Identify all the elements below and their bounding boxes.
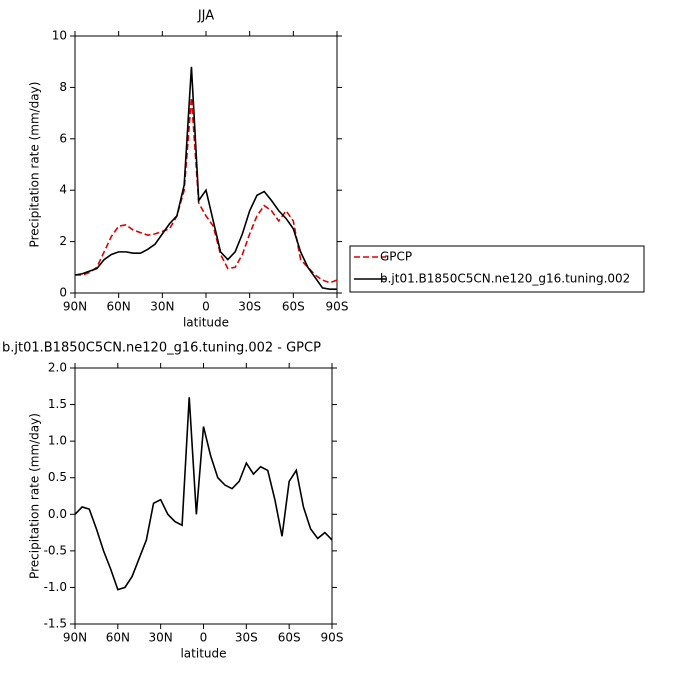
x-tick-label: 30S: [235, 631, 258, 645]
legend-label: b.jt01.B1850C5CN.ne120_g16.tuning.002: [380, 272, 630, 286]
y-tick-label: 4: [59, 183, 67, 197]
x-tick-label: 90S: [326, 300, 349, 314]
x-axis-label: latitude: [183, 316, 229, 330]
x-tick-label: 60N: [107, 300, 131, 314]
y-tick-label: -1.5: [44, 617, 67, 631]
data-line: [74, 397, 333, 591]
x-tick-label: 30N: [149, 631, 173, 645]
y-tick-label: 0.0: [48, 507, 67, 521]
y-axis-label: Precipitation rate (mm/day): [28, 82, 42, 248]
x-tick-label: 90S: [321, 631, 344, 645]
plot-frame: [74, 35, 338, 294]
x-tick-label: 90N: [63, 631, 87, 645]
y-tick-label: 10: [52, 29, 67, 43]
plot-frame: [74, 367, 333, 625]
y-tick-label: 1.5: [48, 397, 67, 411]
x-tick-label: 0: [200, 631, 208, 645]
data-line: [75, 97, 338, 284]
y-axis-label: Precipitation rate (mm/day): [28, 413, 42, 579]
legend-box: [349, 245, 645, 293]
y-tick-label: 2.0: [48, 361, 67, 375]
x-tick-label: 30N: [150, 300, 174, 314]
x-tick-label: 60S: [278, 631, 301, 645]
y-tick-label: 1.0: [48, 434, 67, 448]
legend-label: GPCP: [380, 250, 412, 264]
y-tick-label: 0: [59, 286, 67, 300]
x-tick-label: 60N: [106, 631, 130, 645]
chart-title: JJA: [197, 9, 214, 24]
x-tick-label: 60S: [282, 300, 305, 314]
x-tick-label: 0: [202, 300, 210, 314]
data-line: [74, 66, 337, 290]
y-tick-label: -1.0: [44, 580, 67, 594]
y-tick-label: 8: [59, 80, 67, 94]
x-tick-label: 30S: [238, 300, 261, 314]
y-tick-label: 0.5: [48, 470, 67, 484]
x-axis-label: latitude: [180, 647, 226, 661]
y-tick-label: -0.5: [44, 543, 67, 557]
y-tick-label: 2: [59, 234, 67, 248]
x-tick-label: 90N: [63, 300, 87, 314]
chart-title: b.jt01.B1850C5CN.ne120_g16.tuning.002 - …: [2, 341, 321, 356]
y-tick-label: 6: [59, 131, 67, 145]
